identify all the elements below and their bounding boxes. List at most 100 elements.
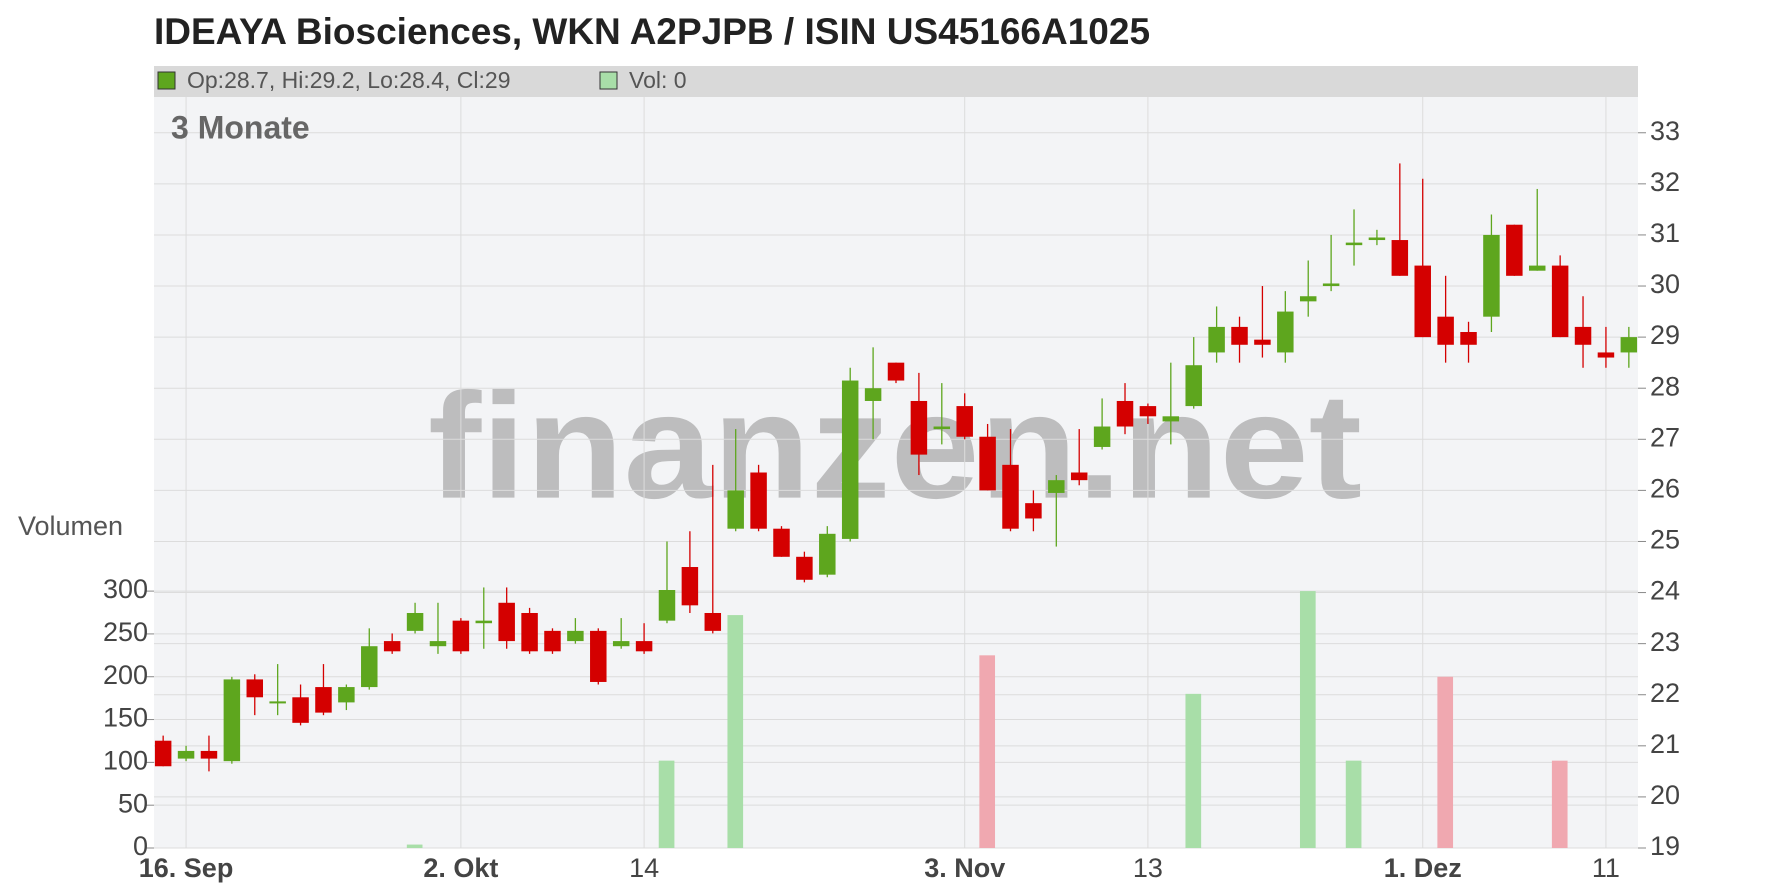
y2-tick-label: 250 <box>103 617 148 647</box>
candle-body <box>1070 472 1088 481</box>
volume-bar <box>979 655 996 848</box>
volume-bar <box>1551 760 1568 848</box>
candle-body <box>292 697 309 723</box>
y2-tick-label: 300 <box>103 574 148 604</box>
x-tick-label: 11 <box>1592 853 1620 883</box>
x-tick-label: 3. Nov <box>924 853 1005 883</box>
y-tick-label: 29 <box>1650 320 1680 350</box>
legend-text: Vol: 0 <box>629 67 687 93</box>
candle-body <box>1391 240 1409 276</box>
volume-bar <box>1437 676 1454 848</box>
y-tick-label: 20 <box>1650 780 1680 810</box>
x-tick-label: 13 <box>1133 853 1163 883</box>
volume-bar <box>1185 693 1202 848</box>
candle-body <box>567 630 584 642</box>
candle-body <box>452 620 470 652</box>
candle-body <box>1299 296 1317 302</box>
candle-body <box>1093 426 1111 447</box>
candle-body <box>773 528 790 557</box>
candle-body <box>1528 265 1546 271</box>
candle-body <box>1437 316 1454 345</box>
y-tick-label: 33 <box>1650 116 1680 146</box>
candle-body <box>910 400 928 455</box>
y-tick-label: 25 <box>1650 525 1680 555</box>
y-tick-label: 19 <box>1650 831 1680 861</box>
volume-bar <box>658 760 675 848</box>
candle-body <box>681 567 699 606</box>
candle-body <box>1254 339 1271 345</box>
y-tick-label: 21 <box>1650 729 1680 759</box>
volume-bar <box>1299 591 1316 848</box>
candle-body <box>1185 365 1202 407</box>
candle-body <box>200 750 218 759</box>
candle-body <box>1483 234 1500 317</box>
volume-bar <box>1345 760 1362 848</box>
candle-body <box>635 641 653 652</box>
watermark: finanzen.net <box>428 362 1362 530</box>
candle-body <box>956 406 973 437</box>
candle-body <box>704 612 722 631</box>
candle-body <box>1139 406 1157 417</box>
y2-tick-label: 200 <box>103 660 148 690</box>
candle-body <box>1025 503 1042 519</box>
candle-body <box>979 436 996 491</box>
y-tick-label: 24 <box>1650 576 1680 606</box>
period-label: 3 Monate <box>171 109 310 145</box>
candle-body <box>1551 265 1569 338</box>
candle-body <box>590 630 607 682</box>
candle-body <box>750 472 767 529</box>
candle-body <box>1597 352 1615 358</box>
candle-body <box>1620 337 1638 353</box>
candle-body <box>544 630 561 652</box>
y-tick-label: 32 <box>1650 167 1680 197</box>
candle-body <box>1345 242 1363 246</box>
candle-body <box>933 426 951 430</box>
chart-title: IDEAYA Biosciences, WKN A2PJPB / ISIN US… <box>154 11 1150 52</box>
plot-area <box>154 97 1638 848</box>
candle-body <box>1231 326 1248 345</box>
candle-body <box>406 612 424 631</box>
candle-body <box>1277 311 1294 353</box>
y-tick-label: 22 <box>1650 678 1680 708</box>
candle-body <box>841 380 859 539</box>
legend-swatch <box>599 71 618 90</box>
candle-body <box>338 687 355 703</box>
candle-body <box>1322 283 1340 287</box>
legend-bar <box>154 66 1638 97</box>
y2-axis-label: Volumen <box>18 511 123 541</box>
candle-body <box>796 556 813 580</box>
candle-body <box>154 740 172 767</box>
candle-body <box>1162 416 1180 422</box>
candle-body <box>1048 480 1065 493</box>
x-tick-label: 14 <box>629 853 659 883</box>
candle-body <box>1574 326 1592 345</box>
candle-body <box>475 620 493 624</box>
y-tick-label: 30 <box>1650 269 1680 299</box>
y-tick-label: 26 <box>1650 474 1680 504</box>
candle-body <box>1002 464 1019 529</box>
candle-body <box>1368 237 1386 241</box>
y-tick-label: 31 <box>1650 218 1680 248</box>
candle-body <box>177 750 195 759</box>
candle-body <box>612 641 630 647</box>
candle-body <box>819 533 836 575</box>
candle-body <box>269 701 286 704</box>
y2-tick-label: 50 <box>118 788 148 818</box>
volume-bar <box>406 844 423 848</box>
candle-body <box>498 602 515 642</box>
y-tick-label: 27 <box>1650 422 1680 452</box>
y-tick-label: 28 <box>1650 371 1680 401</box>
candle-body <box>383 641 401 652</box>
y-tick-label: 23 <box>1650 627 1680 657</box>
x-tick-label: 16. Sep <box>139 853 234 883</box>
candle-body <box>521 612 538 652</box>
y2-tick-label: 150 <box>103 703 148 733</box>
x-tick-label: 1. Dez <box>1384 853 1462 883</box>
candle-body <box>223 679 241 762</box>
candle-body <box>887 362 905 381</box>
candle-body <box>1116 400 1134 427</box>
candle-body <box>315 687 332 713</box>
y2-tick-label: 100 <box>103 745 148 775</box>
candle-body <box>361 646 378 688</box>
